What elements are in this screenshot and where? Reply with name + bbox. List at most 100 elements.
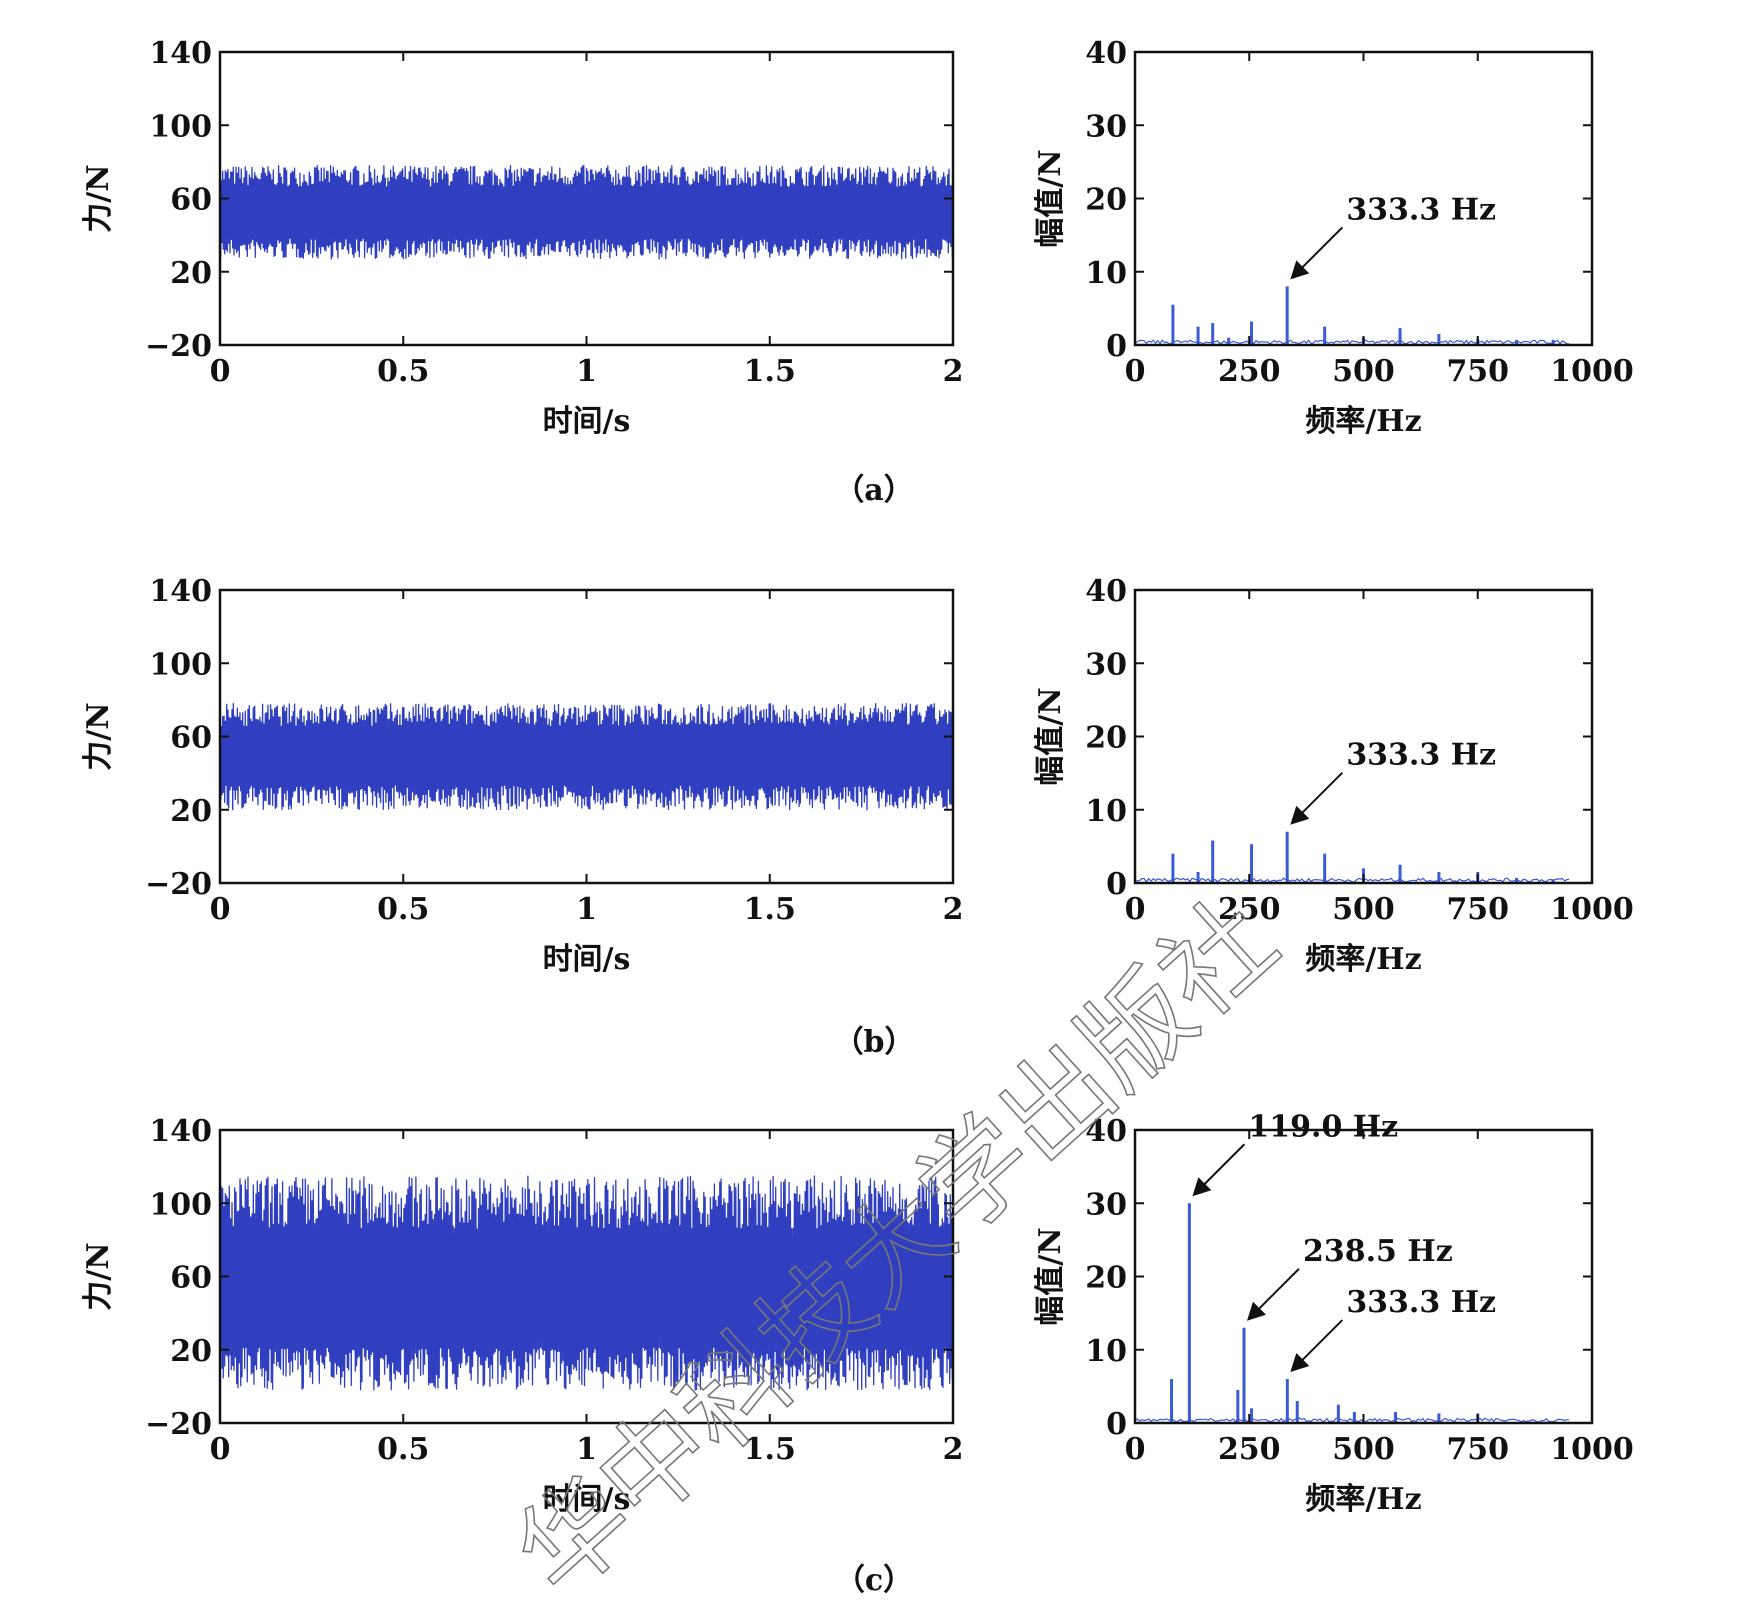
y-tick-label: 30 — [1085, 647, 1127, 682]
y-tick-label: 0 — [1106, 329, 1127, 364]
x-tick-label: 1.5 — [744, 354, 796, 389]
y-tick-label: 60 — [170, 183, 212, 218]
y-tick-label: −20 — [145, 867, 212, 902]
x-tick-label: 0 — [1125, 354, 1146, 389]
y-tick-label: 140 — [149, 1114, 212, 1149]
annotation-arrowhead — [1290, 805, 1310, 825]
annotation-label: 333.3 Hz — [1346, 738, 1496, 773]
y-tick-label: 30 — [1085, 1187, 1127, 1222]
y-tick-label: 10 — [1085, 256, 1127, 291]
y-axis-label: 幅值/N — [1033, 149, 1068, 247]
panel-caption: （a） — [834, 473, 913, 508]
annotation-label: 119.0 Hz — [1248, 1109, 1398, 1144]
y-tick-label: 20 — [170, 794, 212, 829]
chart-panel-a-time: 0 0.5 1 1.5 2 −20 20 60 100 140 时间/s 力/N （a） — [81, 36, 963, 508]
plot-frame — [1133, 588, 1594, 885]
y-tick-label: 20 — [1085, 183, 1127, 218]
spectrum-floor — [1134, 1417, 1570, 1423]
x-axis-label: 时间/s — [543, 1482, 631, 1517]
y-tick-label: 100 — [149, 647, 212, 682]
y-tick-label: 0 — [1106, 867, 1127, 902]
annotation-arrowhead — [1290, 260, 1310, 280]
chart-panel-b-time: 0 0.5 1 1.5 2 −20 20 60 100 140 时间/s 力/N （b） — [81, 574, 963, 1060]
y-tick-label: 100 — [149, 1187, 212, 1222]
x-axis-label: 时间/s — [543, 404, 631, 439]
x-tick-label: 750 — [1446, 892, 1509, 927]
y-axis-label: 力/N — [81, 164, 116, 232]
x-tick-label: 1.5 — [744, 892, 796, 927]
y-axis-label: 幅值/N — [1033, 687, 1068, 785]
annotation-arrowhead — [1290, 1353, 1310, 1373]
y-tick-label: 10 — [1085, 794, 1127, 829]
y-tick-label: 10 — [1085, 1334, 1127, 1369]
x-tick-label: 500 — [1332, 354, 1395, 389]
x-tick-label: 0 — [210, 1432, 231, 1467]
x-tick-label: 0 — [1125, 892, 1146, 927]
signal-trace — [219, 1175, 954, 1391]
annotation-arrow — [1294, 226, 1344, 276]
plot-frame — [1133, 1128, 1594, 1425]
y-tick-label: −20 — [145, 329, 212, 364]
x-tick-label: 500 — [1332, 1432, 1395, 1467]
spectrum-floor — [1134, 877, 1570, 883]
x-tick-label: 2 — [943, 354, 964, 389]
x-tick-label: 1000 — [1550, 1432, 1634, 1467]
x-tick-label: 0 — [210, 354, 231, 389]
x-tick-label: 500 — [1332, 892, 1395, 927]
annotation-label: 333.3 Hz — [1346, 1285, 1496, 1320]
annotation-arrow — [1196, 1143, 1246, 1192]
annotation-arrow — [1251, 1268, 1300, 1317]
x-tick-label: 2 — [943, 892, 964, 927]
annotation-arrowhead — [1192, 1177, 1212, 1197]
x-tick-label: 750 — [1446, 354, 1509, 389]
y-tick-label: 140 — [149, 574, 212, 609]
chart-panel-a-spectrum: 333.3 Hz 0 250 500 750 1000 0 10 20 30 40 频率/Hz 幅值/N — [1033, 36, 1634, 439]
annotation-label: 238.5 Hz — [1303, 1234, 1453, 1269]
y-tick-label: 20 — [1085, 1261, 1127, 1296]
x-tick-label: 750 — [1446, 1432, 1509, 1467]
x-tick-label: 2 — [943, 1432, 964, 1467]
y-tick-label: −20 — [145, 1407, 212, 1442]
x-tick-label: 250 — [1218, 354, 1281, 389]
x-axis-label: 频率/Hz — [1305, 1482, 1421, 1517]
y-tick-label: 0 — [1106, 1407, 1127, 1442]
x-axis-label: 频率/Hz — [1305, 942, 1421, 977]
x-tick-label: 1.5 — [744, 1432, 796, 1467]
x-axis-label: 时间/s — [543, 942, 631, 977]
annotation-arrowhead — [1246, 1301, 1266, 1321]
y-tick-label: 30 — [1085, 109, 1127, 144]
y-tick-label: 20 — [170, 256, 212, 291]
y-tick-label: 40 — [1085, 1114, 1127, 1149]
annotation-arrow — [1294, 772, 1344, 821]
y-tick-label: 40 — [1085, 36, 1127, 71]
x-tick-label: 0.5 — [377, 354, 429, 389]
y-tick-label: 60 — [170, 721, 212, 756]
y-tick-label: 40 — [1085, 574, 1127, 609]
chart-panel-c-spectrum: 119.0 Hz 238.5 Hz 333.3 Hz 0 250 500 750 1000 0 1… — [1033, 1109, 1634, 1517]
y-axis-label: 幅值/N — [1033, 1227, 1068, 1325]
y-tick-label: 60 — [170, 1261, 212, 1296]
annotation-arrow — [1294, 1319, 1344, 1368]
x-tick-label: 1000 — [1550, 892, 1634, 927]
panel-caption: （c） — [835, 1563, 913, 1598]
annotation-label: 333.3 Hz — [1346, 192, 1496, 227]
x-tick-label: 0 — [1125, 1432, 1146, 1467]
x-tick-label: 1 — [576, 354, 597, 389]
spectrum-floor — [1134, 339, 1570, 345]
y-tick-label: 140 — [149, 36, 212, 71]
x-tick-label: 0.5 — [377, 1432, 429, 1467]
y-axis-label: 力/N — [81, 702, 116, 770]
x-axis-label: 频率/Hz — [1305, 404, 1421, 439]
panel-caption: （b） — [834, 1025, 915, 1060]
x-tick-label: 1 — [576, 1432, 597, 1467]
x-tick-label: 0 — [210, 892, 231, 927]
y-tick-label: 20 — [1085, 721, 1127, 756]
x-tick-label: 1 — [576, 892, 597, 927]
x-tick-label: 250 — [1218, 1432, 1281, 1467]
y-tick-label: 20 — [170, 1334, 212, 1369]
y-axis-label: 力/N — [81, 1242, 116, 1310]
signal-trace — [219, 164, 954, 260]
chart-panel-c-time: 0 0.5 1 1.5 2 −20 20 60 100 140 时间/s 力/N （c） — [81, 1114, 963, 1598]
chart-panel-b-spectrum: 333.3 Hz 0 250 500 750 1000 0 10 20 30 40 频率/Hz 幅值/N — [1033, 574, 1634, 977]
